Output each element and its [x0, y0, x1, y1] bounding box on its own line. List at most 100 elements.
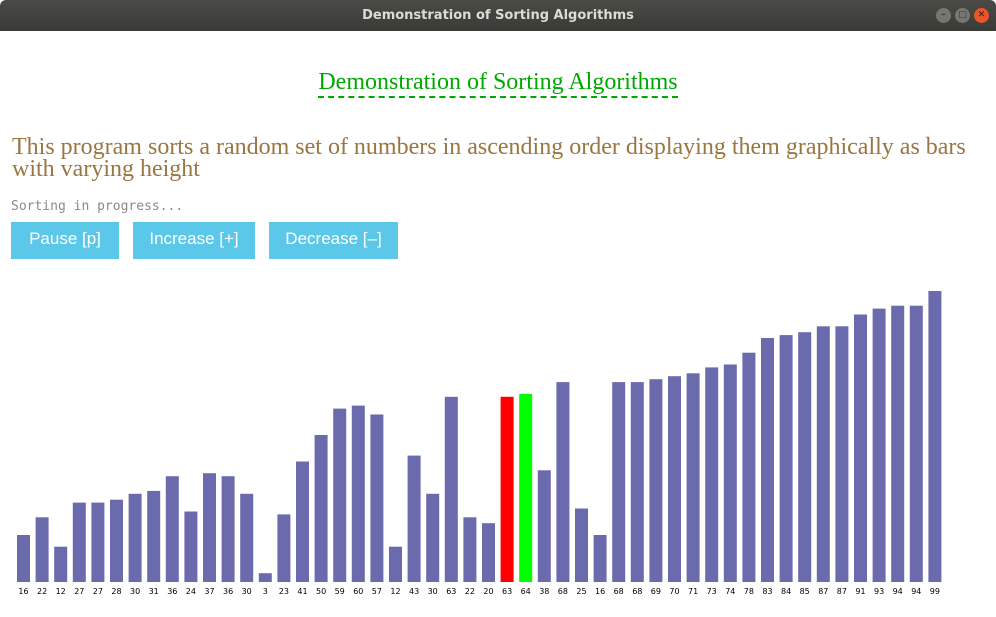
bar-label-37: 73 [707, 587, 717, 596]
bar-label-30: 25 [576, 587, 586, 596]
bar-label-7: 31 [149, 587, 159, 596]
bar-3 [72, 502, 86, 582]
bar-label-34: 69 [651, 587, 661, 596]
bar-31 [593, 535, 607, 582]
bar-44 [835, 326, 849, 582]
bar-label-35: 70 [669, 587, 679, 596]
bar-23 [444, 396, 458, 582]
bar-27 [519, 393, 533, 582]
title-bar[interactable]: Demonstration of Sorting Algorithms – □ … [0, 0, 996, 31]
bar-33 [630, 382, 644, 582]
bar-label-25: 20 [483, 587, 493, 596]
bar-22 [426, 493, 440, 582]
bar-30 [575, 508, 588, 582]
bar-12 [240, 493, 254, 582]
bar-label-49: 99 [930, 587, 940, 596]
page-description: This program sorts a random set of numbe… [12, 134, 966, 182]
bar-label-31: 16 [595, 587, 605, 596]
bar-label-14: 23 [279, 587, 289, 596]
bar-34 [649, 379, 663, 582]
bar-label-40: 83 [762, 587, 772, 596]
bar-label-33: 68 [632, 587, 642, 596]
bar-label-48: 94 [911, 587, 921, 596]
status-text: Sorting in progress... [11, 199, 184, 214]
bar-15 [296, 461, 309, 582]
bar-13 [258, 573, 272, 582]
bar-label-39: 78 [744, 587, 754, 596]
maximize-icon[interactable]: □ [955, 8, 970, 23]
bar-8 [165, 476, 179, 582]
bar-label-38: 74 [725, 587, 735, 596]
page-heading: Demonstration of Sorting Algorithms [318, 68, 678, 98]
bar-7 [147, 490, 161, 582]
bar-label-44: 87 [837, 587, 847, 596]
bar-41 [779, 335, 793, 582]
bar-45 [854, 314, 867, 582]
bar-48 [909, 305, 923, 582]
bar-label-11: 36 [223, 587, 233, 596]
bar-9 [184, 511, 198, 582]
bar-10 [203, 473, 216, 582]
bar-label-19: 57 [372, 587, 382, 596]
increase-button[interactable]: Increase [+] [133, 222, 255, 259]
bar-label-41: 84 [781, 587, 791, 596]
bar-label-16: 50 [316, 587, 326, 596]
bar-32 [612, 382, 626, 582]
bar-label-6: 30 [130, 587, 140, 596]
bar-label-47: 94 [893, 587, 903, 596]
bar-43 [816, 326, 830, 582]
bar-label-0: 16 [18, 587, 28, 596]
bar-label-2: 12 [56, 587, 66, 596]
bar-label-13: 3 [263, 587, 268, 596]
bar-28 [537, 470, 551, 582]
bar-label-26: 63 [502, 587, 512, 596]
bar-20 [389, 546, 402, 582]
bar-chart: 16 22 12 27 27 28 30 31 36 24 37 36 30 3 23 41 50 59 60 57 1… [17, 291, 942, 596]
close-icon[interactable]: ✕ [974, 8, 989, 23]
bar-label-22: 30 [428, 587, 438, 596]
decrease-button[interactable]: Decrease [–] [269, 222, 398, 259]
bar-35 [668, 376, 681, 582]
bar-label-23: 63 [446, 587, 456, 596]
bar-11 [221, 476, 235, 582]
bar-24 [463, 517, 477, 582]
bar-label-1: 22 [37, 587, 47, 596]
bar-42 [798, 332, 812, 582]
bar-label-9: 24 [186, 587, 196, 596]
bar-label-43: 87 [818, 587, 828, 596]
bar-label-15: 41 [297, 587, 307, 596]
bar-26 [500, 396, 514, 582]
page-heading-container: Demonstration of Sorting Algorithms [0, 68, 996, 98]
bar-21 [407, 455, 421, 582]
minimize-icon[interactable]: – [936, 8, 951, 23]
bar-label-18: 60 [353, 587, 363, 596]
bar-label-45: 91 [855, 587, 865, 596]
bar-label-21: 43 [409, 587, 419, 596]
bar-49 [928, 291, 942, 582]
bar-36 [686, 373, 700, 582]
bar-17 [333, 408, 347, 582]
bar-label-10: 37 [204, 587, 214, 596]
bar-47 [891, 305, 905, 582]
bar-38 [723, 364, 737, 582]
bar-14 [277, 514, 291, 582]
bar-6 [128, 493, 142, 582]
bar-25 [482, 523, 495, 582]
bar-label-28: 38 [539, 587, 549, 596]
bar-label-12: 30 [242, 587, 252, 596]
bar-18 [351, 405, 365, 582]
bar-label-24: 22 [465, 587, 475, 596]
pause-button[interactable]: Pause [p] [11, 222, 119, 259]
bar-label-17: 59 [335, 587, 345, 596]
bar-label-20: 12 [390, 587, 400, 596]
bar-40 [761, 338, 774, 582]
bar-19 [370, 414, 384, 582]
window-title: Demonstration of Sorting Algorithms [362, 8, 634, 23]
bar-label-32: 68 [614, 587, 624, 596]
bar-37 [705, 367, 719, 582]
bar-5 [110, 499, 123, 582]
bar-2 [54, 546, 68, 582]
bar-16 [314, 435, 328, 582]
bar-label-5: 28 [111, 587, 121, 596]
